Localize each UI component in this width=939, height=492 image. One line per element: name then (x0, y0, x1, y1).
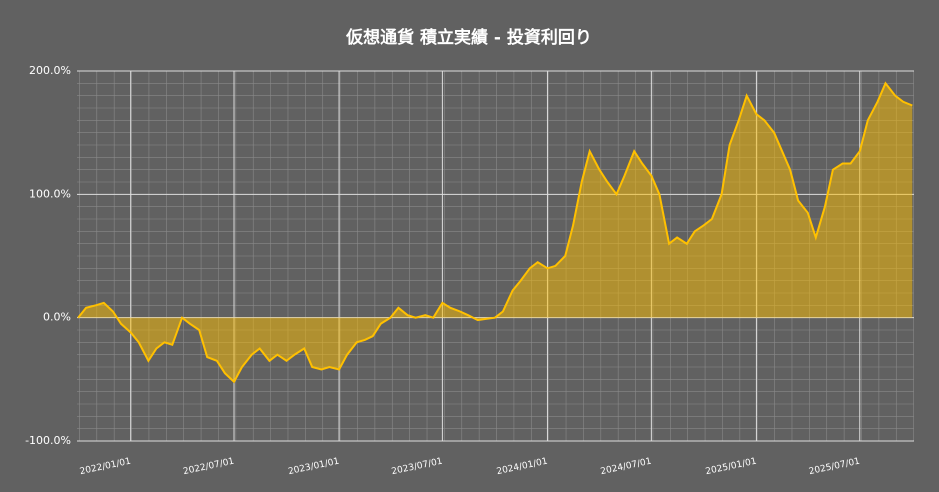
y-tick-label: 100.0% (29, 187, 71, 200)
x-tick-label: 2022/01/01 (79, 457, 132, 478)
area (78, 83, 913, 382)
x-tick-label: 2024/07/01 (600, 457, 653, 478)
x-tick-label: 2023/01/01 (287, 457, 340, 478)
y-tick-label: 200.0% (29, 64, 71, 77)
x-tick-label: 2022/07/01 (182, 457, 235, 478)
x-tick-label: 2023/07/01 (391, 457, 444, 478)
x-tick-label: 2025/07/01 (808, 457, 861, 478)
x-tick-label: 2025/01/01 (705, 457, 758, 478)
y-tick-label: 0.0% (43, 311, 71, 324)
line (77, 81, 913, 384)
chart-title: 仮想通貨 積立実績 - 投資利回り (345, 27, 592, 48)
y-tick-label: -100.0% (25, 434, 71, 447)
x-tick-label: 2024/01/01 (496, 457, 549, 478)
